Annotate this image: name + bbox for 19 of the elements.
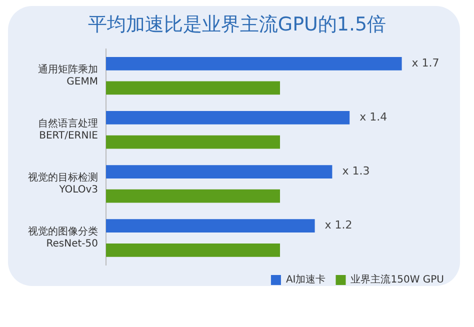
bar [106, 56, 402, 70]
bar [106, 189, 280, 203]
bar [106, 165, 332, 178]
data-label: x 1.3 [342, 164, 370, 178]
data-label: x 1.4 [360, 110, 388, 124]
y-tick-label: 视觉的目标检测 YOLOv3 [28, 172, 98, 196]
data-label: x 1.2 [324, 218, 352, 232]
legend-label: AI加速卡 [286, 274, 326, 286]
data-label: x 1.7 [412, 56, 440, 70]
bar [106, 135, 280, 149]
y-tick-label: 自然语言处理 BERT/ERNIE [38, 117, 98, 142]
y-tick-label: 视觉的图像分类 ResNet-50 [28, 226, 98, 250]
y-tick-label: 通用矩阵乘加 GEMM [38, 63, 98, 88]
bar [106, 219, 315, 233]
chart-title: 平均加速比是业界主流GPU的1.5倍 [88, 13, 386, 36]
bar [106, 81, 280, 95]
bar [106, 243, 280, 257]
bar [106, 111, 350, 124]
legend-label: 业界主流150W GPU [350, 274, 444, 286]
